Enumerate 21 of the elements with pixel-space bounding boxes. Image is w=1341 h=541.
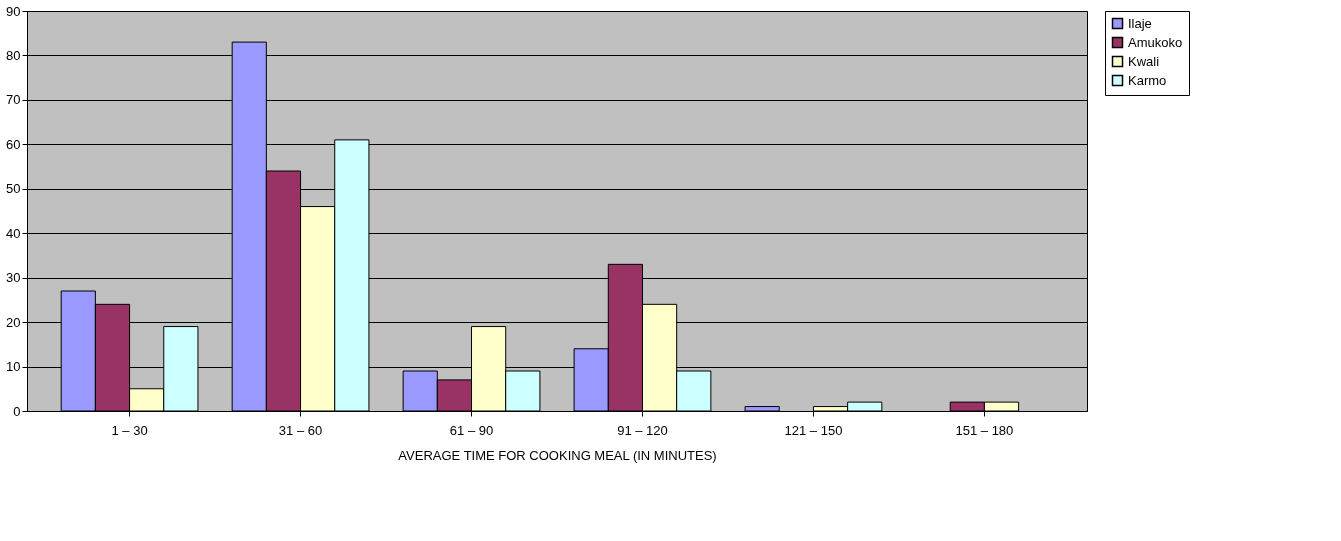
y-tick-label: 30 xyxy=(6,270,21,286)
legend-label: Kwali xyxy=(1128,53,1160,69)
y-tick-label: 40 xyxy=(6,225,21,241)
y-tick-label: 60 xyxy=(6,136,21,152)
y-tick-label: 80 xyxy=(6,47,21,63)
x-tick-label: 1 – 30 xyxy=(111,422,148,438)
x-tick-label: 151 – 180 xyxy=(955,422,1014,438)
legend-label: Ilaje xyxy=(1128,15,1152,31)
y-tick-label: 70 xyxy=(6,92,21,108)
y-tick-label: 0 xyxy=(13,403,21,419)
x-tick-label: 121 – 150 xyxy=(784,422,843,438)
legend-label: Amukoko xyxy=(1128,34,1183,50)
x-tick-label: 61 – 90 xyxy=(449,422,494,438)
legend-label: Karmo xyxy=(1128,72,1167,88)
x-tick-label: 31 – 60 xyxy=(278,422,323,438)
x-tick-label: 91 – 120 xyxy=(617,422,668,438)
x-axis-title: AVERAGE TIME FOR COOKING MEAL (IN MINUTES) xyxy=(398,447,717,463)
y-tick-label: 10 xyxy=(6,359,21,375)
y-tick-label: 50 xyxy=(6,181,21,197)
y-tick-label: 90 xyxy=(6,3,21,19)
y-tick-label: 20 xyxy=(6,314,21,330)
